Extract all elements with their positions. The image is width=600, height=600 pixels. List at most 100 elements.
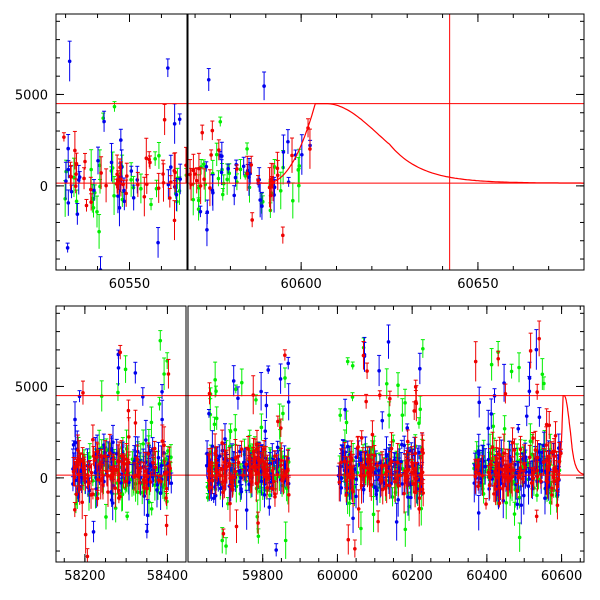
data-point <box>166 372 171 376</box>
data-point <box>82 176 86 181</box>
data-point <box>178 177 182 181</box>
data-point <box>553 433 558 438</box>
data-point <box>347 501 352 505</box>
data-point <box>290 153 294 158</box>
data-point <box>517 365 521 370</box>
data-point <box>232 193 237 198</box>
data-point <box>196 207 201 212</box>
data-point <box>385 469 390 474</box>
data-point <box>543 496 547 501</box>
data-point <box>118 494 122 499</box>
data-point <box>244 508 249 512</box>
data-point <box>139 466 143 470</box>
data-point <box>273 492 277 496</box>
data-point <box>554 469 559 473</box>
data-point <box>162 372 166 376</box>
data-point <box>283 376 287 380</box>
data-point <box>359 459 363 463</box>
data-point <box>373 485 377 489</box>
data-point <box>541 460 546 464</box>
data-point <box>209 460 214 465</box>
data-point <box>153 465 158 470</box>
data-point <box>133 371 138 375</box>
data-point <box>278 377 283 381</box>
data-point <box>279 458 284 463</box>
data-point <box>201 162 206 166</box>
data-point <box>214 416 219 421</box>
data-point <box>88 464 92 469</box>
data-point <box>420 487 425 492</box>
data-point <box>173 170 177 175</box>
data-point <box>138 480 142 485</box>
data-point <box>515 502 520 507</box>
data-point <box>205 210 210 214</box>
data-point <box>73 148 77 153</box>
data-point <box>380 418 385 423</box>
data-point <box>220 441 224 445</box>
data-point <box>269 177 274 181</box>
data-point <box>549 450 554 455</box>
data-point <box>220 538 225 543</box>
data-point <box>247 468 252 473</box>
data-point <box>388 396 392 401</box>
data-point <box>146 452 151 456</box>
data-point <box>214 389 218 394</box>
data-point <box>281 150 286 154</box>
data-point <box>380 487 385 492</box>
data-point <box>544 479 549 483</box>
data-point <box>502 426 507 431</box>
data-point <box>88 187 93 192</box>
data-point <box>376 519 380 524</box>
data-point <box>160 417 164 422</box>
data-point <box>417 507 421 511</box>
data-point <box>149 464 153 468</box>
data-point <box>490 445 495 449</box>
data-point <box>83 532 88 537</box>
data-point <box>124 457 129 461</box>
data-point <box>354 494 358 499</box>
data-point <box>108 451 112 455</box>
data-point <box>544 443 549 447</box>
data-point <box>528 349 533 353</box>
data-point <box>528 439 533 444</box>
data-point <box>356 445 360 449</box>
data-point <box>69 174 73 179</box>
x-tick-label: 60200 <box>391 569 432 584</box>
data-point <box>235 167 239 171</box>
data-point <box>272 185 277 190</box>
data-point <box>145 529 149 534</box>
data-point <box>168 466 172 471</box>
data-point <box>481 459 485 463</box>
data-point <box>174 192 179 197</box>
data-point <box>200 130 205 135</box>
data-point <box>500 486 505 491</box>
data-point <box>236 469 241 473</box>
data-point <box>222 460 227 465</box>
data-point <box>135 457 140 462</box>
data-point <box>527 389 532 394</box>
data-point <box>147 500 151 504</box>
data-point <box>211 496 216 501</box>
data-point <box>488 462 493 467</box>
data-point <box>218 119 223 124</box>
data-point <box>227 463 232 468</box>
data-point <box>223 478 227 482</box>
data-point <box>402 491 406 496</box>
data-point <box>389 446 394 451</box>
data-point <box>406 495 410 499</box>
data-point <box>78 459 83 463</box>
data-point <box>510 440 515 445</box>
data-point <box>308 147 312 151</box>
data-point <box>268 193 273 198</box>
y-tick-label: 0 <box>40 472 48 487</box>
data-point <box>235 454 240 459</box>
data-point <box>396 497 400 502</box>
data-point <box>542 381 546 386</box>
data-point <box>396 483 401 488</box>
data-point <box>372 453 377 458</box>
data-point <box>129 169 134 173</box>
data-point <box>74 492 79 497</box>
data-point <box>241 164 246 169</box>
data-point <box>245 171 250 176</box>
data-point <box>145 513 150 518</box>
